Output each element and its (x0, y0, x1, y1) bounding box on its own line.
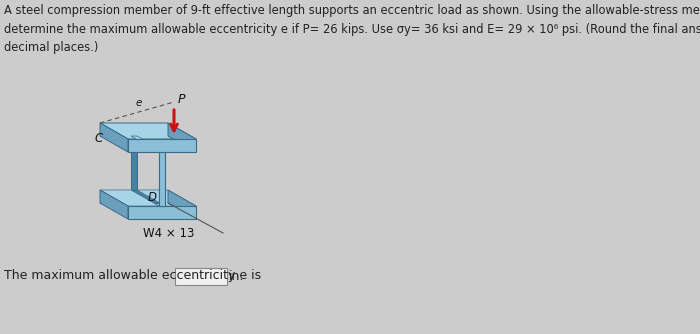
Text: A steel compression member of 9-ft effective length supports an eccentric load a: A steel compression member of 9-ft effec… (4, 4, 700, 54)
Text: C: C (94, 132, 102, 145)
Text: P: P (178, 93, 186, 106)
Text: The maximum allowable eccentricity e is: The maximum allowable eccentricity e is (4, 270, 261, 283)
Polygon shape (100, 190, 128, 219)
Polygon shape (159, 152, 165, 206)
Polygon shape (100, 190, 168, 203)
Text: D: D (148, 191, 157, 204)
Bar (175, 268, 227, 285)
Text: e: e (136, 99, 142, 109)
Polygon shape (168, 123, 196, 152)
Polygon shape (100, 190, 159, 206)
Text: in.: in. (229, 270, 244, 283)
Polygon shape (131, 136, 137, 190)
Polygon shape (100, 123, 196, 139)
Polygon shape (100, 123, 168, 136)
Text: W4 × 13: W4 × 13 (143, 227, 195, 240)
Polygon shape (128, 139, 196, 152)
Polygon shape (137, 190, 196, 206)
Polygon shape (168, 190, 196, 219)
Polygon shape (100, 123, 128, 152)
Polygon shape (131, 136, 165, 152)
Polygon shape (128, 206, 196, 219)
